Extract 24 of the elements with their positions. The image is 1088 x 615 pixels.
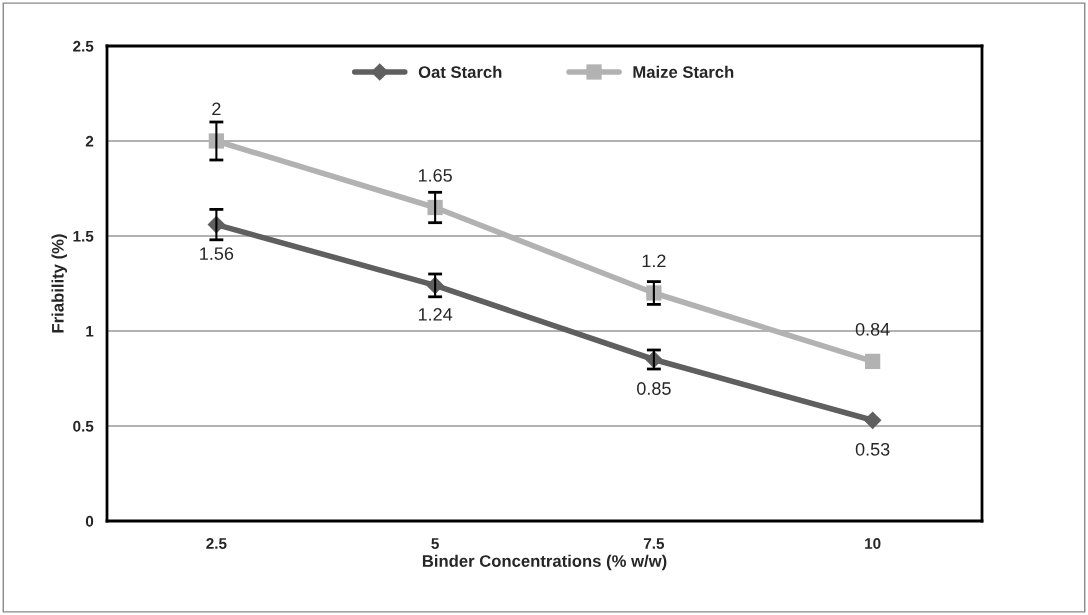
y-tick-label: 1.5 <box>73 231 94 242</box>
x-tick-label: 7.5 <box>643 538 665 549</box>
point <box>864 353 881 370</box>
data-label: 1.65 <box>418 169 452 182</box>
y-tick-label: 0 <box>85 515 94 527</box>
x-tick-label: 5 <box>431 538 439 549</box>
x-axis-title: Binder Concentrations (% w/w) <box>422 554 667 571</box>
point <box>863 411 882 430</box>
y-tick-label: 2 <box>85 135 94 147</box>
data-label: 2 <box>212 102 221 116</box>
y-tick-label: 1 <box>86 326 94 337</box>
data-label: 0.53 <box>855 442 890 456</box>
data-label: 0.84 <box>855 322 890 336</box>
x-tick-label: 2.5 <box>206 538 227 549</box>
y-tick-label: 2.5 <box>73 40 94 52</box>
x-tick-label: 10 <box>865 538 881 549</box>
y-tick-label: 0.5 <box>73 420 94 432</box>
data-label: 1.2 <box>642 254 666 268</box>
data-label: 1.56 <box>200 247 234 260</box>
legend-label: Oat Starch <box>418 65 502 78</box>
data-label: 1.24 <box>418 308 453 321</box>
legend-label: Maize Starch <box>633 65 734 78</box>
y-axis-title: Friability (%) <box>51 234 68 333</box>
data-label: 0.85 <box>637 382 671 395</box>
